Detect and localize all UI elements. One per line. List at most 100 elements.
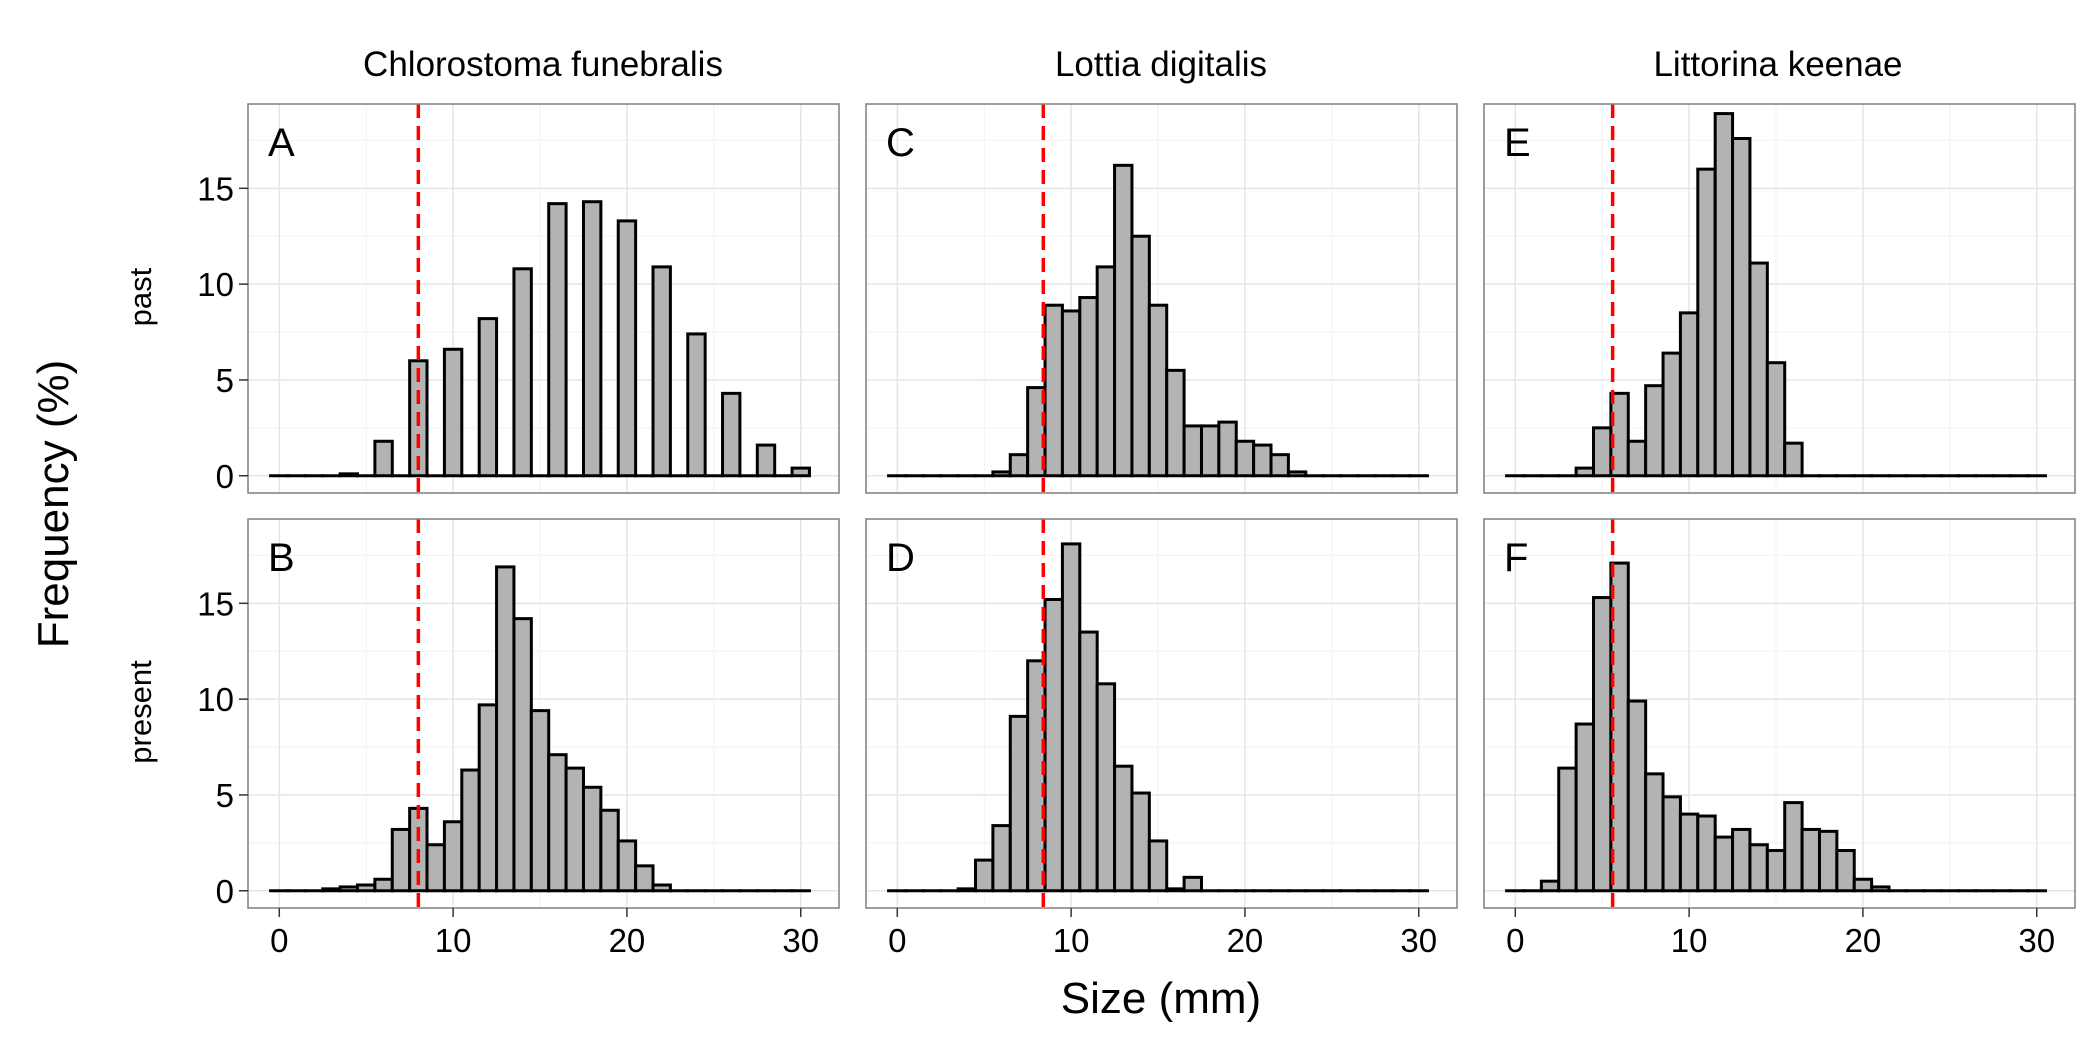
panel-F: F 0 10 20 30 — [1483, 518, 2076, 959]
x-tick-label: 0 — [888, 922, 906, 959]
histogram-bar — [599, 808, 620, 893]
histogram-bar — [1644, 384, 1665, 478]
histogram-bar — [1678, 812, 1700, 893]
histogram-bar — [1626, 439, 1648, 478]
y-tick-label: 15 — [197, 585, 234, 622]
panel-border — [1483, 518, 2076, 909]
y-tick-label: 0 — [216, 873, 234, 910]
panel-letter-E: E — [1504, 121, 1531, 165]
histogram-bar — [1165, 887, 1186, 893]
histogram-bar — [356, 883, 377, 893]
histogram-bar — [581, 785, 603, 893]
histogram-bar — [991, 470, 1012, 478]
histogram-bar — [1078, 630, 1099, 893]
histogram-bar — [790, 466, 811, 478]
histogram-bar — [390, 827, 412, 893]
x-tick-label: 10 — [1053, 922, 1090, 959]
x-tick-label: 10 — [435, 922, 472, 959]
histogram-bar — [581, 200, 603, 478]
histogram-bar — [1557, 766, 1578, 893]
histogram-bar — [1765, 361, 1787, 478]
histogram-bar — [1574, 466, 1596, 478]
histogram-bar — [1095, 682, 1117, 893]
panel-C: C — [865, 103, 1458, 494]
histogram-bar — [442, 347, 464, 478]
panel-border — [865, 103, 1458, 494]
labels-layer: Chlorostoma funebralis Lottia digitalis … — [29, 45, 1903, 1023]
histogram-bar — [512, 267, 533, 478]
histogram-bar — [1217, 420, 1238, 478]
histogram-bar — [1748, 261, 1769, 478]
panel-letter-D: D — [886, 536, 915, 580]
histogram-bar — [1713, 112, 1735, 478]
x-tick-label: 0 — [270, 922, 288, 959]
histogram-bar — [1008, 714, 1030, 893]
panel-border — [247, 103, 840, 494]
histogram-bar — [956, 887, 978, 893]
histogram-bar — [1147, 839, 1169, 893]
row-label-present: present — [123, 660, 158, 764]
y-tick-label: 15 — [197, 170, 234, 207]
histogram-bar — [1060, 309, 1082, 478]
histogram-bar — [1147, 303, 1169, 478]
column-title-chlorostoma: Chlorostoma funebralis — [363, 45, 723, 84]
y-tick-label: 10 — [197, 266, 234, 303]
histogram-bar — [1661, 795, 1682, 893]
histogram-bar — [1783, 441, 1804, 478]
x-tick-label: 30 — [782, 922, 819, 959]
histogram-bar — [442, 820, 464, 893]
histogram-bar — [1113, 163, 1134, 478]
histogram-bar — [755, 443, 777, 478]
histogram-bar — [1113, 764, 1134, 893]
histogram-bar — [686, 332, 707, 478]
histogram-bar — [991, 824, 1012, 893]
x-tick-label: 10 — [1671, 922, 1708, 959]
panel-A: A 0 5 10 15 — [197, 103, 840, 495]
histogram-bar — [1696, 167, 1717, 478]
histogram-bar — [1130, 234, 1151, 478]
histogram-bar — [651, 883, 672, 893]
x-tick-label: 30 — [1400, 922, 1437, 959]
histogram-bar — [1592, 596, 1613, 893]
histogram-bar — [1696, 814, 1717, 893]
histogram-bar — [1765, 849, 1787, 893]
histogram-bar — [1269, 453, 1290, 478]
x-tick-label: 30 — [2018, 922, 2055, 959]
histogram-bar — [338, 885, 360, 893]
panel-D: D 0 10 20 30 — [865, 518, 1458, 959]
x-tick-label: 20 — [609, 922, 646, 959]
histogram-bar — [425, 843, 446, 893]
histogram-bar — [564, 766, 585, 893]
histogram-bar — [1043, 303, 1064, 478]
panel-border — [1483, 103, 2076, 494]
histogram-bar — [651, 265, 672, 478]
histogram-bar — [1731, 136, 1752, 478]
histogram-bar — [1852, 877, 1874, 893]
histogram-bar — [1130, 791, 1151, 893]
histogram-bar — [547, 202, 568, 478]
histogram-bar — [616, 219, 638, 478]
histogram-bar — [1078, 296, 1099, 478]
histogram-bar — [1286, 470, 1308, 478]
histogram-bar — [1182, 424, 1203, 478]
histogram-bar — [1592, 426, 1613, 478]
histogram-bar — [529, 709, 551, 893]
histogram-bar — [1817, 829, 1839, 893]
histogram-bar — [321, 887, 342, 893]
histogram-bar — [1626, 699, 1648, 893]
histogram-bar — [616, 839, 638, 893]
histogram-bar — [373, 439, 394, 478]
histogram-bar — [1835, 849, 1856, 893]
histogram-bar — [1574, 722, 1596, 893]
panel-border — [247, 518, 840, 909]
histogram-bar — [634, 864, 655, 893]
histogram-bar — [1008, 453, 1030, 478]
histogram-bar — [1199, 424, 1221, 478]
panel-letter-B: B — [268, 536, 295, 580]
histogram-bar — [338, 472, 360, 478]
histogram-bar — [1800, 827, 1821, 893]
histogram-bar — [1539, 879, 1561, 893]
y-tick-label: 10 — [197, 681, 234, 718]
histogram-bar — [1870, 885, 1891, 893]
